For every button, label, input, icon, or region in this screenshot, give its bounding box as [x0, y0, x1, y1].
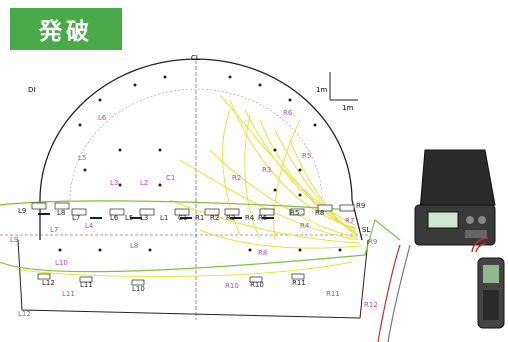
svg-text:L6: L6 — [110, 214, 119, 222]
bus-wire-bottom — [19, 261, 353, 278]
svg-text:R9: R9 — [356, 202, 365, 210]
svg-text:R10: R10 — [250, 281, 264, 289]
bus-wire-upper — [0, 200, 353, 211]
title-badge: 発破 — [10, 8, 122, 50]
hole-group-labels: L6 L5 L3 L2 L4 L7 L8 L9 L10 L11 L12 C1 R… — [10, 109, 378, 318]
svg-text:R10: R10 — [225, 282, 239, 290]
svg-text:C1: C1 — [178, 214, 187, 222]
svg-text:L6: L6 — [98, 114, 107, 122]
svg-text:L7: L7 — [72, 214, 80, 222]
svg-text:L7: L7 — [50, 226, 58, 234]
bus-wire-lower — [0, 218, 401, 273]
svg-text:R2: R2 — [232, 174, 241, 182]
svg-text:C1: C1 — [166, 174, 175, 182]
svg-text:R1: R1 — [195, 214, 204, 222]
svg-text:R7: R7 — [345, 217, 354, 225]
svg-text:R11: R11 — [326, 290, 340, 298]
svg-text:L11: L11 — [62, 290, 75, 298]
blast-holes — [58, 75, 342, 252]
svg-text:L3: L3 — [140, 214, 148, 222]
svg-text:L3: L3 — [110, 179, 118, 187]
firing-cable-red — [377, 244, 401, 342]
scale-vertical-label: 1m — [316, 86, 327, 94]
di-label: DI — [28, 86, 35, 94]
direction-arrows — [38, 213, 274, 219]
svg-text:L1: L1 — [160, 214, 168, 222]
spring-line-label: SL — [362, 226, 370, 234]
lead-wires — [169, 94, 363, 249]
svg-text:L8: L8 — [57, 209, 65, 217]
svg-text:R6: R6 — [258, 214, 268, 222]
svg-text:R4: R4 — [300, 222, 310, 230]
tunnel-lower-outline — [17, 239, 369, 319]
tunnel-crown-outline — [39, 58, 353, 201]
svg-text:L5: L5 — [125, 214, 133, 222]
svg-text:L5: L5 — [78, 154, 86, 162]
center-line-label: CL — [191, 54, 200, 62]
svg-text:L8: L8 — [130, 242, 138, 250]
svg-text:R5: R5 — [290, 209, 299, 217]
svg-text:L11: L11 — [80, 281, 93, 289]
svg-text:R4: R4 — [245, 214, 255, 222]
svg-text:R8: R8 — [258, 249, 267, 257]
svg-text:L10: L10 — [55, 259, 68, 267]
svg-text:R9: R9 — [368, 238, 377, 246]
wireless-signal-icon — [471, 237, 489, 253]
wireless-handset — [477, 257, 505, 329]
svg-text:R3: R3 — [226, 214, 235, 222]
inner-contour — [69, 88, 323, 201]
svg-text:R5: R5 — [302, 152, 311, 160]
svg-text:L12: L12 — [42, 279, 55, 287]
svg-text:L4: L4 — [85, 222, 94, 230]
bench-labels: L12 L11 L10 R10 R11 — [42, 279, 306, 293]
scale-horizontal-label: 1m — [342, 104, 353, 112]
svg-text:L12: L12 — [18, 310, 31, 318]
svg-text:L2: L2 — [140, 179, 148, 187]
svg-text:R6: R6 — [283, 109, 293, 117]
svg-text:L10: L10 — [132, 285, 145, 293]
bench-detonators — [37, 273, 305, 286]
svg-text:R2: R2 — [210, 214, 219, 222]
svg-text:R12: R12 — [364, 301, 378, 309]
detonator-row — [31, 202, 355, 216]
svg-text:L9: L9 — [18, 207, 26, 215]
svg-text:R11: R11 — [292, 279, 306, 287]
firing-cable-grey — [387, 244, 411, 342]
svg-text:R8: R8 — [315, 209, 324, 217]
svg-text:L9: L9 — [10, 236, 18, 244]
detonator-row-labels: L9 L8 L7 L6 L5 L3 L1 C1 R1 R2 R3 R4 R6 R… — [18, 202, 365, 222]
svg-text:R3: R3 — [262, 166, 271, 174]
blasting-machine — [414, 149, 496, 246]
